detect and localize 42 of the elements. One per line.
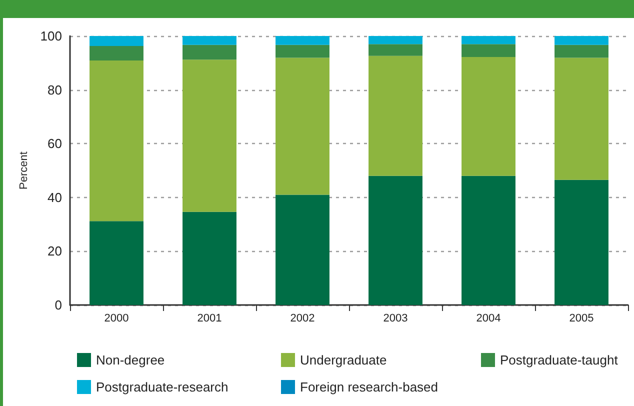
bar	[90, 221, 144, 305]
y-tick-label: 60	[48, 136, 62, 152]
x-tick-label: 2004	[476, 312, 501, 324]
bar	[368, 36, 422, 44]
bar	[182, 44, 236, 60]
legend-label: Undergraduate	[300, 352, 387, 368]
legend-label: Postgraduate-taught	[500, 352, 618, 368]
x-tick-label: 2002	[290, 312, 315, 324]
legend-label: Postgraduate-research	[96, 380, 228, 394]
y-tick-label: 20	[48, 244, 62, 259]
bar	[462, 56, 516, 176]
legend-label: Foreign research-based	[300, 380, 438, 394]
x-tick-label: 2000	[104, 312, 129, 324]
bar	[554, 36, 608, 45]
bar	[554, 58, 608, 180]
y-tick-label: 100	[40, 28, 62, 44]
bar	[368, 44, 422, 56]
x-tick-label: 2001	[197, 312, 222, 324]
bar	[276, 36, 330, 45]
x-tick-label: 2005	[569, 312, 594, 324]
bar	[90, 46, 144, 60]
bar	[462, 36, 516, 44]
bar	[182, 60, 236, 212]
y-tick-label: 80	[48, 82, 62, 98]
legend-label: Non-degree	[96, 352, 165, 368]
bar	[276, 58, 330, 195]
bar	[368, 176, 422, 305]
y-tick-label: 40	[48, 190, 62, 205]
bar	[368, 56, 422, 176]
bar	[276, 194, 330, 305]
bar	[554, 44, 608, 58]
bar	[90, 60, 144, 222]
x-tick-label: 2003	[383, 312, 408, 324]
bar	[276, 44, 330, 58]
bar	[182, 212, 236, 305]
bar	[90, 36, 144, 46]
bar	[462, 176, 516, 305]
y-tick-label: 0	[54, 298, 62, 312]
bar	[182, 36, 236, 45]
bar	[554, 180, 608, 305]
bar	[462, 44, 516, 57]
y-axis-title: Percent	[18, 152, 30, 190]
